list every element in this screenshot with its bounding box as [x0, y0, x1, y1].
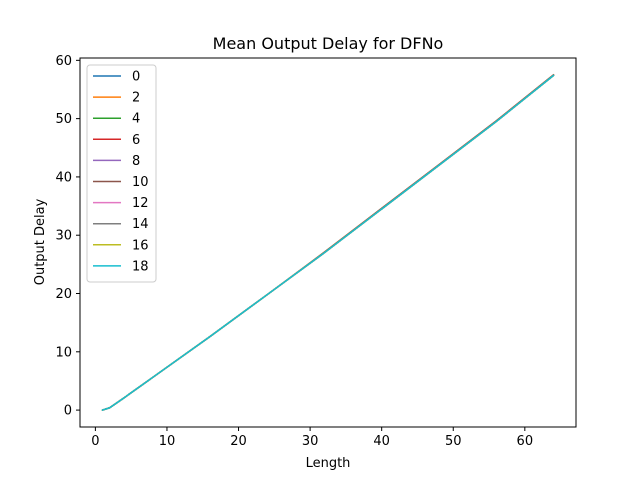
series-line-16: [101, 74, 555, 412]
x-tick-label: 20: [230, 434, 247, 449]
series-line-6: [101, 73, 555, 412]
y-tick-label: 30: [55, 229, 72, 244]
plot-frame: [79, 57, 577, 428]
legend-label-8: 8: [132, 154, 140, 169]
series-line-0: [101, 74, 555, 412]
x-tick-label: 60: [517, 434, 534, 449]
y-axis: 0 10 20 30 40 50 60: [55, 54, 80, 419]
x-tick-label: 40: [373, 434, 390, 449]
series-line-14: [101, 74, 555, 412]
series-line-12: [101, 74, 555, 412]
y-tick-label: 0: [64, 404, 72, 419]
y-tick-label: 20: [55, 287, 72, 302]
y-tick-label: 60: [55, 54, 72, 69]
series-line-2: [101, 73, 555, 412]
x-tick-label: 50: [445, 434, 462, 449]
x-axis-label: Length: [306, 456, 351, 471]
series-line-10: [101, 73, 555, 412]
plot-lines: [101, 73, 555, 412]
y-tick-label: 50: [55, 112, 72, 127]
legend-label-16: 16: [132, 238, 149, 253]
legend-label-4: 4: [132, 112, 140, 127]
legend-box: [86, 64, 157, 283]
x-axis: 0 10 20 30 40 50 60: [91, 427, 533, 449]
legend-label-2: 2: [132, 91, 140, 106]
series-line-18: [101, 74, 555, 412]
y-axis-label: Output Delay: [33, 198, 48, 285]
chart-title: Mean Output Delay for DFNo: [213, 34, 444, 53]
series-line-8: [101, 74, 555, 412]
y-tick-label: 10: [55, 345, 72, 360]
y-tick-label: 40: [55, 170, 72, 185]
legend-label-18: 18: [132, 259, 149, 274]
x-tick-label: 0: [91, 434, 99, 449]
legend-label-14: 14: [132, 217, 149, 232]
x-tick-label: 10: [159, 434, 176, 449]
legend-label-6: 6: [132, 133, 140, 148]
legend-label-12: 12: [132, 196, 149, 211]
x-tick-label: 30: [302, 434, 319, 449]
legend: 0 2 4 6 8 10 12 14 16 18: [86, 64, 157, 283]
legend-label-10: 10: [132, 175, 149, 190]
legend-label-0: 0: [132, 70, 140, 85]
series-line-4: [101, 74, 555, 412]
